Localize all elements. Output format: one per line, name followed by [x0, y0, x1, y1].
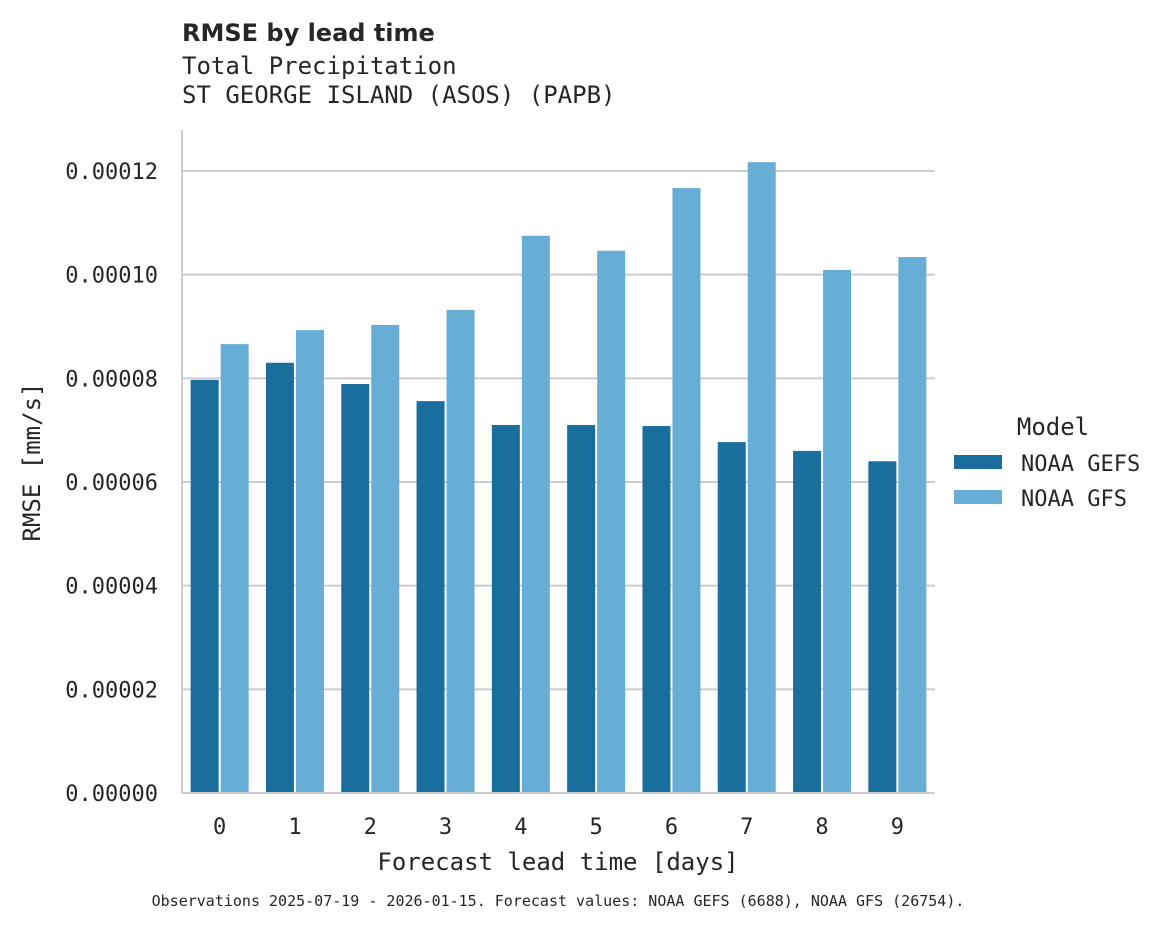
bar-noaa-gfs-4: [521, 235, 550, 793]
y-axis-label: RMSE [mm/s]: [18, 383, 46, 542]
legend-label-gfs: NOAA GFS: [1021, 487, 1127, 512]
bar-noaa-gefs-3: [416, 401, 445, 793]
legend-swatch-gefs: [954, 455, 1002, 469]
legend-label-gefs: NOAA GEFS: [1021, 452, 1140, 477]
y-tick-label: 0.00002: [65, 678, 158, 703]
y-tick-label: 0.00004: [65, 575, 158, 600]
x-axis-label: Forecast lead time [days]: [377, 848, 738, 876]
x-tick-label: 3: [439, 815, 452, 840]
bar-noaa-gfs-2: [371, 324, 400, 793]
x-tick-label: 5: [590, 815, 603, 840]
bar-noaa-gfs-9: [898, 257, 927, 793]
bar-noaa-gefs-4: [491, 424, 520, 793]
x-tick-label: 9: [891, 815, 904, 840]
x-tick-label: 7: [740, 815, 753, 840]
bar-noaa-gefs-0: [190, 379, 219, 793]
chart-title: RMSE by lead time: [182, 19, 435, 47]
chart-subtitle-station: ST GEORGE ISLAND (ASOS) (PAPB): [182, 81, 615, 109]
bar-noaa-gfs-6: [672, 188, 701, 794]
x-tick-label: 1: [288, 815, 301, 840]
bar-noaa-gfs-0: [220, 344, 249, 793]
y-tick-label: 0.00010: [65, 264, 158, 289]
x-tick-label: 0: [213, 815, 226, 840]
y-tick-label: 0.00012: [65, 160, 158, 185]
y-tick-label: 0.00000: [65, 782, 158, 807]
bar-noaa-gfs-3: [446, 309, 475, 793]
legend-title: Model: [1017, 413, 1089, 441]
x-tick-label: 4: [514, 815, 527, 840]
bar-noaa-gefs-9: [868, 461, 897, 793]
bar-noaa-gefs-8: [793, 450, 822, 793]
legend-swatch-gfs: [954, 490, 1002, 504]
y-tick-label: 0.00006: [65, 471, 158, 496]
bar-noaa-gefs-6: [642, 426, 671, 793]
bar-noaa-gefs-2: [341, 384, 370, 793]
x-tick-label: 2: [364, 815, 377, 840]
x-tick-label: 6: [665, 815, 678, 840]
footnote: Observations 2025-07-19 - 2026-01-15. Fo…: [152, 892, 965, 910]
bar-noaa-gefs-5: [567, 424, 596, 793]
bar-noaa-gfs-8: [823, 270, 852, 793]
bar-noaa-gfs-5: [597, 250, 626, 793]
bar-noaa-gfs-7: [747, 162, 776, 793]
bar-noaa-gefs-7: [717, 442, 746, 793]
bar-noaa-gfs-1: [295, 330, 324, 793]
chart-subtitle-variable: Total Precipitation: [182, 52, 457, 80]
legend: Model NOAA GEFS NOAA GFS: [954, 413, 1140, 512]
y-tick-label: 0.00008: [65, 367, 158, 392]
bar-noaa-gefs-1: [265, 362, 294, 793]
x-tick-label: 8: [815, 815, 828, 840]
